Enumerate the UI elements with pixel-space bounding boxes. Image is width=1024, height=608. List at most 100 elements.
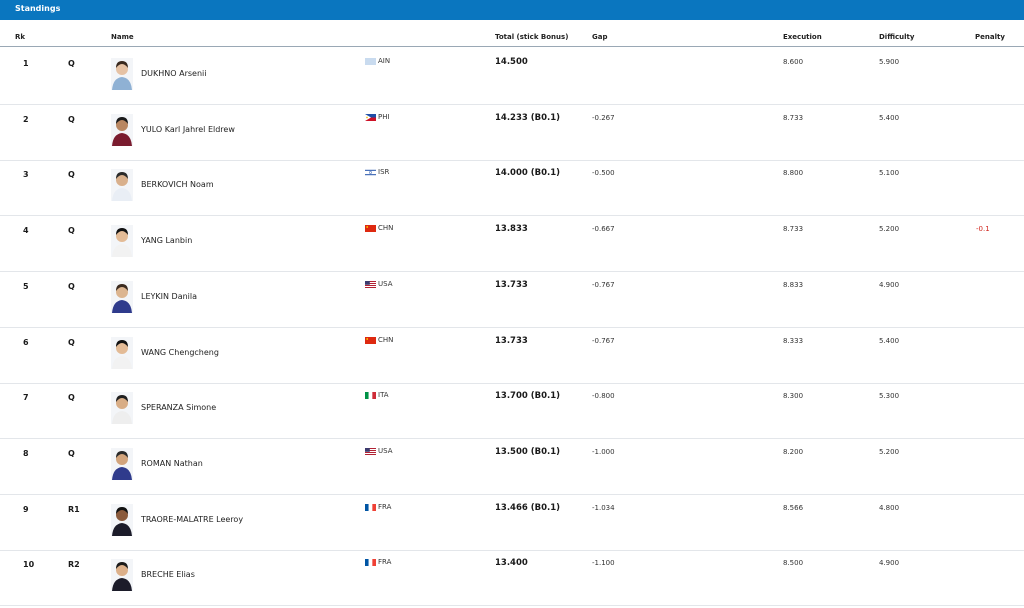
table-row[interactable]: 9 R1 TRAORE-MALATRE Leeroy FRA 13.466 (B… <box>0 494 1024 551</box>
qualification-status: Q <box>68 114 75 124</box>
athlete-name[interactable]: SPERANZA Simone <box>141 403 217 413</box>
athlete-avatar <box>111 336 133 369</box>
gap-value: -0.267 <box>592 113 615 122</box>
athlete-avatar <box>111 113 133 146</box>
rank-value: 6 <box>23 337 29 347</box>
total-score: 13.500 (B0.1) <box>495 446 561 457</box>
total-score: 13.833 <box>495 224 528 235</box>
execution-score: 8.500 <box>783 559 804 568</box>
qualification-status: Q <box>68 393 75 403</box>
total-score: 13.700 (B0.1) <box>495 391 561 402</box>
rank-value: 4 <box>23 226 29 236</box>
table-row[interactable]: 3 Q BERKOVICH Noam ISR 14.000 (B0.1) -0.… <box>0 159 1024 217</box>
athlete-name[interactable]: DUKHNO Arsenii <box>141 69 207 78</box>
athlete-avatar <box>111 280 133 313</box>
athlete-name[interactable]: ROMAN Nathan <box>141 458 203 468</box>
country-flag-icon <box>365 447 376 455</box>
athlete-name[interactable]: LEYKIN Danila <box>141 291 198 301</box>
total-score: 14.500 <box>495 57 528 67</box>
total-score: 14.000 (B0.1) <box>495 168 561 179</box>
country-code: AIN <box>378 57 391 65</box>
athlete-name[interactable]: YULO Karl Jahrel Eldrew <box>141 124 235 134</box>
athlete-avatar <box>111 503 133 536</box>
athlete-name[interactable]: TRAORE-MALATRE Leeroy <box>141 514 244 524</box>
execution-score: 8.733 <box>783 113 804 122</box>
rank-value: 8 <box>23 448 29 458</box>
difficulty-score: 4.800 <box>879 503 900 512</box>
country-flag-icon <box>365 336 376 344</box>
country-flag-icon <box>365 559 376 567</box>
table-row[interactable]: 10 R2 BRECHE Elias FRA 13.400 -1.100 8.5… <box>0 549 1024 607</box>
rank-value: 2 <box>23 114 29 124</box>
country-code: USA <box>378 446 393 455</box>
col-header-penalty: Penalty <box>975 33 1005 41</box>
total-score: 13.400 <box>495 558 528 569</box>
athlete-name[interactable]: WANG Chengcheng <box>141 347 219 357</box>
athlete-avatar <box>111 58 133 90</box>
penalty-value: -0.1 <box>976 225 990 234</box>
col-header-execution: Execution <box>783 33 822 41</box>
table-row[interactable]: 4 Q YANG Lanbin CHN 13.833 -0.667 8.733 … <box>0 215 1024 273</box>
standings-header-bar: Standings <box>0 0 1024 20</box>
country-flag-icon <box>365 280 376 288</box>
header-divider <box>0 46 1024 47</box>
athlete-name[interactable]: YANG Lanbin <box>141 236 193 246</box>
table-row[interactable]: 6 Q WANG Chengcheng CHN 13.733 -0.767 8.… <box>0 327 1024 384</box>
country-flag-icon <box>365 169 376 177</box>
table-row[interactable]: 2 Q YULO Karl Jahrel Eldrew PHI 14.233 (… <box>0 104 1024 161</box>
rank-value: 9 <box>23 504 29 514</box>
country-flag-icon <box>365 58 376 65</box>
execution-score: 8.333 <box>783 336 804 345</box>
total-score: 13.733 <box>495 335 528 346</box>
gap-value: -0.500 <box>592 169 615 178</box>
qualification-status: Q <box>68 337 75 347</box>
total-score: 13.466 (B0.1) <box>495 502 561 513</box>
difficulty-score: 4.900 <box>879 280 900 289</box>
execution-score: 8.566 <box>783 503 804 512</box>
athlete-name[interactable]: BERKOVICH Noam <box>141 180 214 190</box>
athlete-avatar <box>111 559 133 592</box>
col-header-difficulty: Difficulty <box>879 33 915 41</box>
rank-value: 5 <box>23 281 29 291</box>
qualification-status: Q <box>68 226 75 236</box>
difficulty-score: 4.900 <box>879 559 900 568</box>
qualification-status: Q <box>68 59 75 68</box>
athlete-avatar <box>111 392 133 425</box>
country-code: FRA <box>378 502 392 511</box>
difficulty-score: 5.900 <box>879 58 900 66</box>
total-score: 13.733 <box>495 279 528 290</box>
total-score: 14.233 (B0.1) <box>495 112 561 123</box>
execution-score: 8.833 <box>783 280 804 289</box>
rank-value: 3 <box>23 170 29 180</box>
qualification-status: Q <box>68 281 75 291</box>
country-flag-icon <box>365 503 376 511</box>
country-flag-icon <box>365 392 376 400</box>
gap-value: -1.034 <box>592 503 615 512</box>
country-code: ITA <box>378 391 389 400</box>
country-code: CHN <box>378 335 394 344</box>
gap-value: -1.000 <box>592 447 615 456</box>
table-row[interactable]: 5 Q LEYKIN Danila USA 13.733 -0.767 8.83… <box>0 271 1024 328</box>
rank-value: 10 <box>23 560 35 570</box>
difficulty-score: 5.200 <box>879 447 900 456</box>
qualification-status: Q <box>68 448 75 458</box>
qualification-status: R2 <box>68 560 80 570</box>
country-code: CHN <box>378 224 394 233</box>
athlete-name[interactable]: BRECHE Elias <box>141 570 195 580</box>
rank-value: 1 <box>23 59 29 68</box>
gap-value: -0.767 <box>592 280 615 289</box>
execution-score: 8.733 <box>783 225 804 234</box>
difficulty-score: 5.400 <box>879 113 900 122</box>
country-code: USA <box>378 279 393 288</box>
col-header-name: Name <box>111 33 134 41</box>
difficulty-score: 5.300 <box>879 392 900 401</box>
qualification-status: Q <box>68 170 75 180</box>
gap-value: -1.100 <box>592 559 615 568</box>
athlete-avatar <box>111 169 133 202</box>
table-row[interactable]: 8 Q ROMAN Nathan USA 13.500 (B0.1) -1.00… <box>0 438 1024 495</box>
gap-value: -0.767 <box>592 336 615 345</box>
execution-score: 8.300 <box>783 392 804 401</box>
table-row[interactable]: 1 Q DUKHNO Arsenii AIN 14.500 8.600 5.90… <box>0 48 1024 105</box>
country-flag-icon <box>365 113 376 121</box>
table-row[interactable]: 7 Q SPERANZA Simone ITA 13.700 (B0.1) -0… <box>0 382 1024 440</box>
